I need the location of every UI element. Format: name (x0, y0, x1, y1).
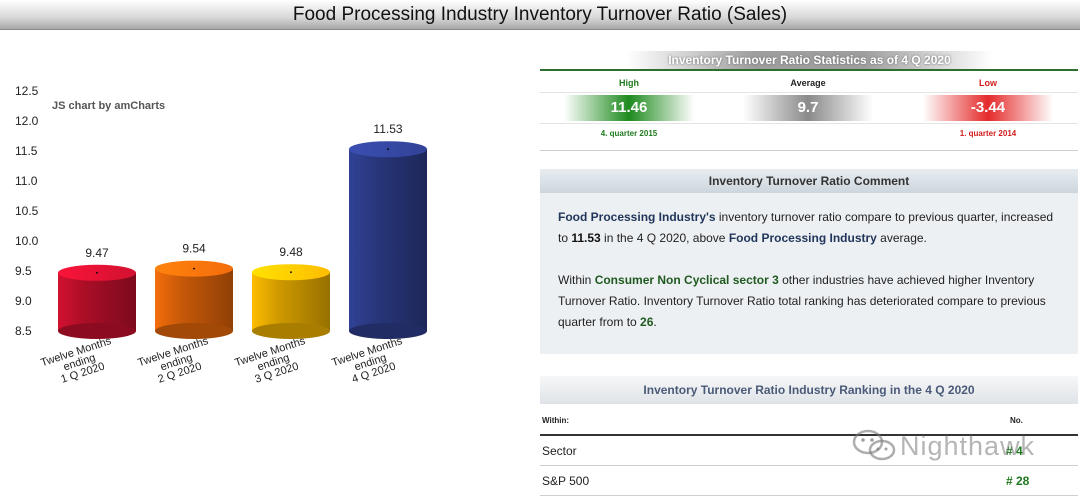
bar[interactable] (252, 264, 330, 339)
company-link[interactable]: Food Processing Industry's (558, 210, 716, 224)
bar-top-dot (96, 271, 98, 274)
high-label: High (619, 78, 639, 88)
ranking-panel: Inventory Turnover Ratio Industry Rankin… (540, 376, 1078, 496)
col-within: Within: (542, 416, 570, 425)
y-tick-label: 8.5 (15, 324, 32, 338)
industries-count: 3 (772, 273, 779, 287)
table-row: S&P 500 # 28 (540, 466, 1078, 496)
bar-top-dot (290, 271, 292, 274)
bar[interactable] (349, 141, 427, 339)
y-tick-label: 11.5 (15, 144, 38, 158)
ranking-sector-name[interactable]: Sector (542, 444, 577, 458)
page-title: Food Processing Industry Inventory Turno… (0, 0, 1080, 30)
comment-paragraph-1: Food Processing Industry's inventory tur… (558, 210, 1054, 245)
value-labels: 9.47 9.54 9.48 11.53 (85, 122, 403, 260)
ranking-columns: Within: No. (540, 404, 1078, 434)
bar-body (155, 268, 233, 331)
bar-base (58, 323, 136, 339)
average-label: Average (790, 78, 826, 88)
y-tick-label: 10.5 (15, 204, 39, 218)
low-value: -3.44 (923, 95, 1053, 121)
industry-link[interactable]: Food Processing Industry (728, 231, 877, 245)
comment-paragraph-2: Within Consumer Non Cyclical sector 3 ot… (558, 273, 1046, 329)
bar-top-dot (387, 148, 389, 151)
bars (58, 141, 427, 339)
bar-base (252, 323, 330, 339)
comment-body: Food Processing Industry's inventory tur… (540, 193, 1078, 333)
bar-body (252, 272, 330, 331)
stats-header: Inventory Turnover Ratio Statistics as o… (627, 51, 992, 69)
y-axis: 8.5 9.0 9.5 10.0 10.5 11.0 11.5 12.0 12.5 (15, 84, 39, 338)
watermark-text: Nighthawk (900, 431, 1036, 461)
ranking-sector-value: # 4 (1006, 444, 1023, 458)
value-label: 11.53 (373, 122, 402, 136)
chart-credit[interactable]: JS chart by amCharts (52, 100, 165, 112)
bar[interactable] (58, 264, 136, 339)
ranking-sp500-name[interactable]: S&P 500 (542, 474, 590, 488)
total-rank: 26 (640, 315, 654, 329)
y-tick-label: 12.0 (15, 114, 39, 128)
value-label: 9.47 (85, 246, 109, 260)
col-no: No. (1010, 416, 1023, 425)
ranking-divider (540, 434, 1078, 436)
stats-divider (540, 69, 1078, 71)
current-value: 11.53 (571, 231, 601, 245)
watermark: Nighthawk (852, 424, 1052, 468)
y-tick-label: 12.5 (15, 84, 39, 98)
ranking-sp500-value: # 28 (1006, 474, 1030, 488)
ranking-header: Inventory Turnover Ratio Industry Rankin… (540, 376, 1078, 404)
chat-bubble-icon (852, 429, 896, 461)
bar-body (58, 272, 136, 331)
inventory-turnover-chart: 8.59.09.510.010.511.011.512.012.5 9.47 9.… (15, 84, 427, 386)
high-period: 4. quarter 2015 (600, 129, 658, 138)
y-tick-label: 9.0 (15, 294, 32, 308)
stats-values-frame (540, 92, 1078, 124)
y-tick-label: 10.0 (15, 234, 39, 248)
y-tick-label: 11.0 (15, 174, 38, 188)
comment-panel: Inventory Turnover Ratio Comment Food Pr… (540, 169, 1078, 354)
value-label: 9.48 (279, 245, 303, 259)
bar-body (349, 149, 427, 331)
low-period: 1. quarter 2014 (959, 129, 1017, 138)
bar-top-dot (193, 267, 195, 270)
y-tick-label: 9.5 (15, 264, 32, 278)
comment-header: Inventory Turnover Ratio Comment (540, 169, 1078, 193)
sector-link[interactable]: Consumer Non Cyclical sector (594, 273, 769, 287)
bar-base (349, 323, 427, 339)
stats-bottom-divider (540, 150, 1078, 151)
bar[interactable] (155, 260, 233, 339)
value-label: 9.54 (182, 242, 206, 256)
bar-base (155, 323, 233, 339)
high-value: 11.46 (564, 95, 694, 121)
table-row: Sector # 4 (540, 436, 1078, 466)
low-label: Low (979, 78, 997, 88)
average-value: 9.7 (743, 95, 873, 121)
